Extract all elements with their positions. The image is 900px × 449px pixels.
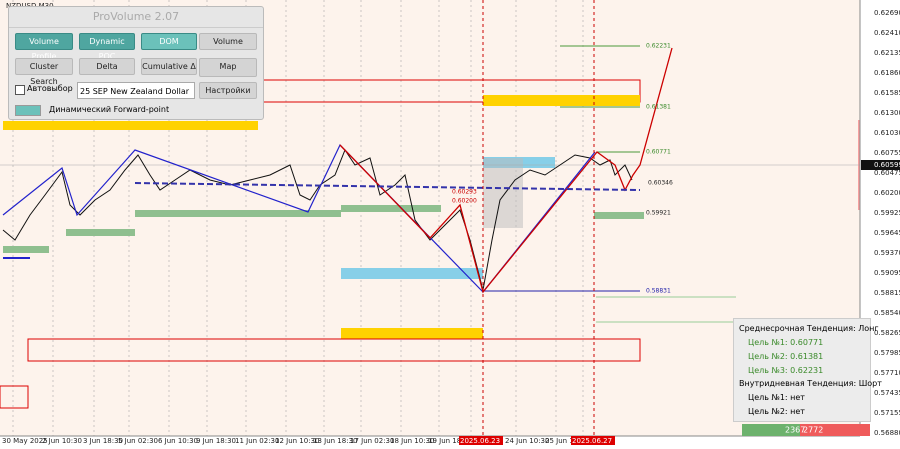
forecast <box>339 47 673 294</box>
toggle[interactable] <box>15 105 41 116</box>
button[interactable]: Dynamic POC <box>79 33 135 61</box>
time-label: 2 Jun 10:30 <box>42 437 82 445</box>
zone <box>135 210 341 217</box>
info-line: Среднесрочная Тенденция: Лонг <box>739 324 879 333</box>
price-label: 0.57155 <box>874 409 900 417</box>
zone <box>0 385 29 409</box>
volume-sell: 2772 <box>803 426 823 435</box>
time-label: 9 Jun 18:30 <box>196 437 236 445</box>
time-label: 13 Jun 18:30 <box>313 437 357 445</box>
button[interactable]: Map <box>199 58 257 77</box>
zone <box>341 268 483 279</box>
info-line: Цель №2: 0.61381 <box>748 352 824 361</box>
price-label: 0.58265 <box>874 329 900 337</box>
time-label: 17 Jun 02:30 <box>350 437 394 445</box>
zone <box>66 229 135 236</box>
zone <box>594 212 644 219</box>
select[interactable]: 25 SEP New Zealand Dollar <box>77 82 195 99</box>
time-label: 19 Jun 18:30 <box>428 437 472 445</box>
price-label: 0.60475 <box>874 169 900 177</box>
poc <box>134 182 641 191</box>
zone <box>483 95 640 106</box>
volume-bar-sell <box>800 424 870 436</box>
button[interactable]: Cluster Search <box>15 58 73 86</box>
time-label: 11 Jun 02:30 <box>235 437 279 445</box>
volume-buy: 2367 <box>785 426 805 435</box>
price-label: 0.59095 <box>874 269 900 277</box>
level-label: 0.60200 <box>452 198 477 205</box>
level-label: 0.60293 <box>452 189 477 196</box>
time-label: 12 Jun 10:30 <box>275 437 319 445</box>
info-line: Цель №3: 0.62231 <box>748 366 824 375</box>
price-label: 0.56880 <box>874 429 900 437</box>
toggle-label: Динамический Forward-point <box>49 105 170 114</box>
zone <box>341 328 483 339</box>
info-line: Цель №1: нет <box>748 393 805 402</box>
button[interactable]: Volume Profile <box>15 33 73 61</box>
time-label-bg <box>571 436 615 445</box>
time-label-bg <box>459 436 503 445</box>
price-label: 0.62135 <box>874 49 900 57</box>
price-label: 0.60755 <box>874 149 900 157</box>
time-label: 3 Jun 18:30 <box>83 437 123 445</box>
info-line: Внутридневная Тенденция: Шорт <box>739 379 882 388</box>
price-label: 0.59645 <box>874 229 900 237</box>
zone <box>3 121 258 130</box>
price-label: 0.59925 <box>874 209 900 217</box>
zone <box>341 205 441 212</box>
button[interactable]: Настройки <box>199 82 257 99</box>
current-price-tag <box>861 160 900 170</box>
time-label: 5 Jun 02:30 <box>118 437 158 445</box>
info-line: Цель №2: нет <box>748 407 805 416</box>
info-line: Цель №1: 0.60771 <box>748 338 824 347</box>
price-label: 0.57435 <box>874 389 900 397</box>
checkbox-label: Автовыбор <box>27 84 73 93</box>
checkbox[interactable] <box>15 85 25 95</box>
button[interactable]: Delta <box>79 58 135 75</box>
level-label: 0.61381 <box>646 104 671 111</box>
level-label: 0.60346 <box>648 180 673 187</box>
zone <box>3 246 49 253</box>
time-label: 25 Jun 18:30 <box>545 437 589 445</box>
button[interactable]: Cumulative Δ <box>141 58 197 75</box>
level-label: 0.62231 <box>646 43 671 50</box>
panel-title: ProVolume 2.07 <box>9 7 263 28</box>
level-label: 0.58831 <box>646 288 671 295</box>
price-label: 0.60200 <box>874 189 900 197</box>
price-label: 0.58815 <box>874 289 900 297</box>
time-label: 6 Jun 10:30 <box>158 437 198 445</box>
current-price: 0.60599 <box>874 161 900 169</box>
provolume-panel: ProVolume 2.07 Volume Profile Dynamic PO… <box>8 6 264 120</box>
time-label: 18 Jun 10:30 <box>390 437 434 445</box>
time-label: 2025.06.27 10:00 <box>572 437 634 445</box>
time-label: 24 Jun 10:30 <box>505 437 549 445</box>
time-label: 2025.06.23 14:30 <box>460 437 522 445</box>
zone <box>27 338 641 362</box>
price-label: 0.61585 <box>874 89 900 97</box>
volume-profile <box>483 158 523 228</box>
level-label: 0.59921 <box>646 210 671 217</box>
level-label: 0.60771 <box>646 149 671 156</box>
button[interactable]: Volume <box>199 33 257 50</box>
button[interactable]: DOM <box>141 33 197 50</box>
price-label: 0.57985 <box>874 349 900 357</box>
info-box: Среднесрочная Тенденция: Лонг Цель №1: 0… <box>733 318 882 422</box>
time-label: 30 May 2025 <box>2 437 48 445</box>
zigzag <box>2 143 596 293</box>
